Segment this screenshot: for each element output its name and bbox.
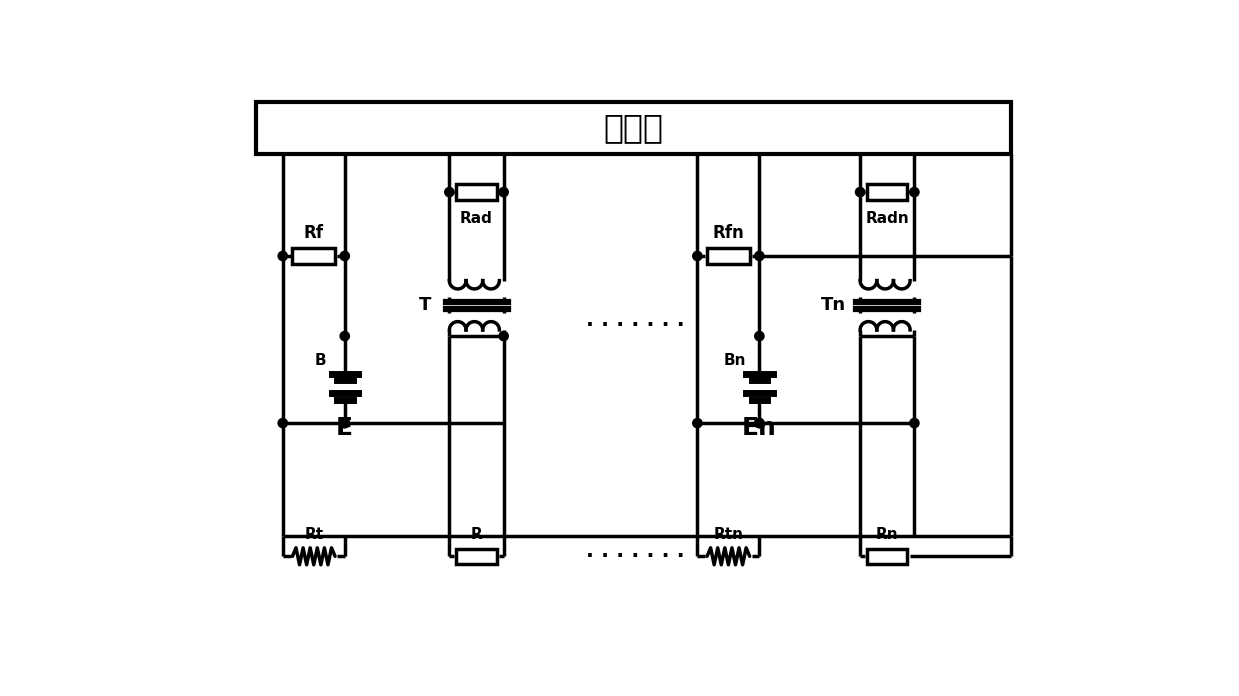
Text: Rt: Rt [305,528,323,542]
Circle shape [499,187,508,197]
Circle shape [693,251,703,260]
Circle shape [755,418,764,428]
Text: Rf: Rf [304,224,323,242]
Text: · · · · · · ·: · · · · · · · [586,315,685,335]
Circle shape [755,418,764,428]
Text: T: T [419,296,431,315]
Bar [707,248,750,264]
Text: 单片机: 单片机 [603,111,663,144]
Text: Rad: Rad [460,211,493,226]
Text: En: En [742,416,777,440]
Text: Tn: Tn [820,296,845,315]
Circle shape [445,187,453,197]
Circle shape [855,187,865,197]
Bar [867,184,907,200]
Bar [292,248,335,264]
Text: Bn: Bn [724,353,746,367]
Circle shape [755,251,764,260]
Bar [255,102,1011,154]
Circle shape [339,331,349,341]
Circle shape [278,418,287,428]
Bar [456,184,497,200]
Circle shape [339,418,349,428]
Text: R: R [471,528,482,542]
Circle shape [499,331,508,341]
Bar [867,548,907,564]
Circle shape [755,331,764,341]
Bar [456,548,497,564]
Circle shape [339,418,349,428]
Circle shape [909,418,919,428]
Text: Rn: Rn [876,528,898,542]
Circle shape [278,251,287,260]
Circle shape [909,187,919,197]
Text: Radn: Radn [865,211,909,226]
Text: · · · · · · ·: · · · · · · · [586,546,685,567]
Text: Rfn: Rfn [712,224,745,242]
Text: E: E [336,416,353,440]
Circle shape [693,418,703,428]
Text: B: B [315,353,326,367]
Circle shape [339,251,349,260]
Text: Rtn: Rtn [714,528,743,542]
